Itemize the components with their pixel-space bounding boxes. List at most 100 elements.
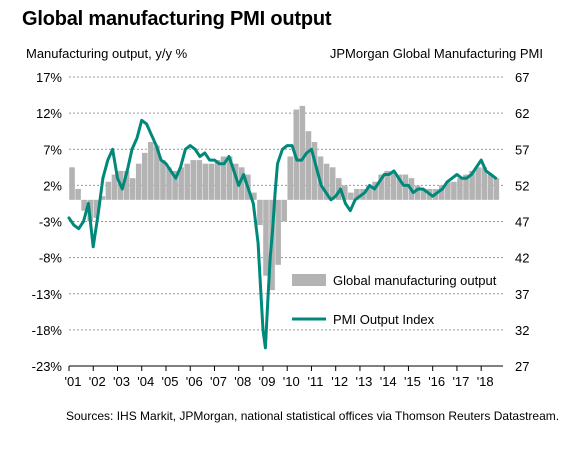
output-bar (214, 160, 221, 200)
output-bar (438, 185, 445, 200)
x-tick-label: '07 (210, 374, 227, 389)
output-bar (184, 163, 190, 200)
x-tick-label: '04 (137, 374, 154, 389)
output-bar (81, 199, 87, 211)
right-tick-label: 32 (515, 323, 529, 338)
output-bar (190, 160, 197, 200)
output-bar (299, 105, 306, 200)
output-bar (463, 174, 469, 200)
right-tick-label: 52 (515, 178, 529, 193)
output-bar (178, 167, 184, 200)
output-bar (311, 142, 318, 200)
left-tick-label: -8% (39, 251, 63, 266)
output-bar (251, 192, 257, 200)
output-bar (135, 163, 142, 200)
output-bar (275, 199, 281, 265)
output-bar (366, 185, 372, 200)
output-bar (402, 174, 409, 200)
x-tick-label: '14 (380, 374, 397, 389)
output-bar (457, 178, 463, 200)
output-bar (148, 142, 154, 200)
output-bar (232, 163, 239, 200)
right-tick-label: 27 (515, 359, 529, 374)
output-bar (69, 167, 75, 200)
output-bar (348, 192, 354, 200)
output-bar (281, 199, 287, 222)
output-bar (238, 167, 245, 200)
x-tick-label: '11 (307, 374, 323, 389)
output-bar (305, 131, 312, 200)
x-tick-label: '17 (452, 374, 469, 389)
output-bar (487, 174, 494, 200)
output-bar (226, 156, 233, 200)
output-bar (481, 167, 487, 200)
chart-title: Global manufacturing PMI output (22, 8, 332, 30)
right-tick-label: 57 (515, 142, 529, 157)
output-bar (172, 170, 178, 200)
right-tick-label: 67 (515, 70, 529, 85)
x-tick-label: '15 (404, 374, 421, 389)
output-bar (160, 160, 166, 200)
output-bar (384, 170, 391, 200)
output-bar (469, 170, 475, 200)
x-tick-label: '08 (234, 374, 251, 389)
output-bar (111, 174, 118, 200)
output-bar (123, 170, 130, 200)
output-bar (257, 199, 263, 226)
left-tick-label: 17% (36, 70, 62, 85)
output-bar (396, 174, 403, 200)
output-bar (378, 174, 384, 200)
output-bar (93, 199, 100, 218)
right-axis-label: JPMorgan Global Manufacturing PMI (329, 46, 543, 61)
left-tick-label: -13% (32, 287, 63, 302)
right-tick-label: 42 (515, 251, 529, 266)
right-tick-label: 37 (515, 287, 529, 302)
left-tick-label: 12% (36, 106, 62, 121)
output-bar (220, 156, 227, 200)
left-tick-label: -18% (32, 323, 63, 338)
output-bar (208, 163, 215, 200)
output-bar (202, 163, 209, 200)
x-tick-label: '09 (258, 374, 275, 389)
output-bar (287, 156, 294, 200)
output-bar (354, 188, 360, 200)
output-bar (420, 188, 427, 200)
output-bar (141, 152, 148, 200)
output-bar (493, 178, 500, 200)
output-bar (335, 178, 342, 200)
output-bar (75, 188, 81, 200)
output-bar (196, 160, 203, 200)
legend-label-pmi: PMI Output Index (333, 312, 435, 327)
output-bar (390, 170, 397, 200)
output-bar (154, 145, 160, 200)
left-tick-label: 7% (43, 142, 62, 157)
output-bar (129, 178, 136, 200)
x-tick-label: '13 (355, 374, 372, 389)
x-tick-label: '03 (113, 374, 130, 389)
legend-label-output: Global manufacturing output (333, 273, 497, 288)
output-bar (451, 181, 457, 200)
output-bar (166, 167, 172, 200)
output-bar (414, 185, 421, 200)
output-bar (372, 181, 378, 200)
x-tick-label: '16 (428, 374, 445, 389)
left-axis-label: Manufacturing output, y/y % (26, 46, 188, 61)
output-bar (105, 181, 112, 200)
output-bar (99, 196, 106, 200)
output-bar (329, 167, 336, 200)
x-tick-label: '01 (65, 374, 82, 389)
output-bar (342, 185, 348, 200)
left-tick-label: 2% (43, 178, 62, 193)
legend-swatch-output (292, 274, 326, 286)
source-note: Sources: IHS Markit, JPMorgan, national … (66, 409, 560, 423)
right-tick-label: 47 (515, 215, 529, 230)
x-tick-label: '18 (477, 374, 494, 389)
x-tick-label: '12 (331, 374, 348, 389)
output-bar (445, 181, 451, 200)
x-tick-label: '10 (283, 374, 300, 389)
left-tick-label: -23% (32, 359, 63, 374)
x-tick-label: '05 (162, 374, 179, 389)
left-tick-label: -3% (39, 215, 63, 230)
output-bar (475, 167, 481, 200)
